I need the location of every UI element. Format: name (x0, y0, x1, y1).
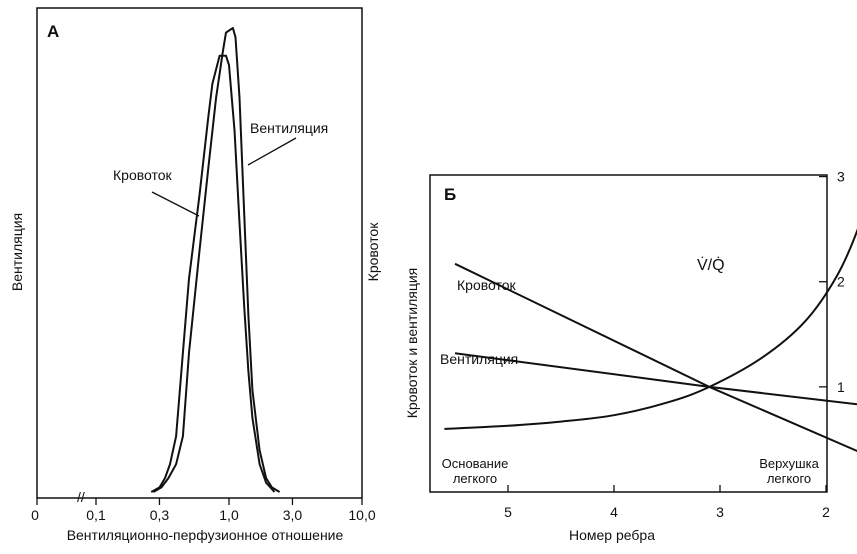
panel-a-letter: A (47, 22, 59, 41)
panel-a-zero-label: 0 (31, 507, 39, 523)
panel-a-ylabel-right: Кровоток (365, 222, 381, 282)
panel-a: A 0,1 0,3 1,0 3,0 10,0 0 // Вентиляционно-пе… (9, 7, 381, 543)
b-tick-label-4: 4 (610, 504, 618, 520)
axis-break-mark: // (77, 489, 85, 505)
tick-label-1-0: 1,0 (219, 507, 239, 523)
label-ventilation-a: Вентиляция (250, 120, 328, 136)
b-right-tick-label-1: 1 (837, 379, 845, 395)
b-right-tick-label-3: 3 (837, 169, 845, 185)
panel-b-x-ticks: 5 4 3 2 (504, 485, 830, 520)
bloodflow-leader-line (151, 191, 200, 217)
base-label-line1: Основание (442, 456, 509, 471)
panel-a-x-ticks: 0,1 0,3 1,0 3,0 10,0 (36, 498, 376, 523)
curve-кровоток (150, 54, 276, 493)
b-curve-v-q (444, 228, 857, 430)
panel-b-right-ticks: 1 2 3 (819, 169, 845, 395)
panel-b-xlabel: Номер ребра (569, 527, 655, 543)
label-bloodflow-a: Кровоток (113, 167, 173, 183)
panel-a-ylabel-left: Вентиляция (9, 213, 25, 291)
tick-label-0-3: 0,3 (150, 507, 170, 523)
panel-b-letter: Б (444, 185, 456, 204)
b-right-tick-label-2: 2 (837, 274, 845, 290)
ventilation-leader-line (247, 137, 297, 166)
panel-b: Б 5 4 3 2 1 2 3 Номер ребра Кровоток и вентил… (404, 169, 857, 543)
apex-label-line1: Верхушка (759, 456, 819, 471)
panel-a-frame (36, 7, 363, 499)
b-tick-label-2: 2 (822, 504, 830, 520)
panel-b-frame (429, 174, 828, 493)
panel-a-series (150, 27, 281, 493)
label-ventilation-b: Вентиляция (440, 351, 518, 367)
tick-label-10-0: 10,0 (348, 507, 375, 523)
tick-label-3-0: 3,0 (283, 507, 303, 523)
b-tick-label-5: 5 (504, 504, 512, 520)
panel-b-series (444, 228, 857, 453)
tick-label-0-1: 0,1 (86, 507, 106, 523)
curve-вентиляция (152, 27, 281, 493)
label-vq: V̇/Q̇ (697, 256, 725, 274)
label-bloodflow-b: Кровоток (457, 277, 517, 293)
b-tick-label-3: 3 (716, 504, 724, 520)
base-label-line2: легкого (453, 471, 497, 486)
apex-label-line2: легкого (767, 471, 811, 486)
panel-a-xlabel: Вентиляционно-перфузионное отношение (67, 527, 344, 543)
panel-b-ylabel-left: Кровоток и вентиляция (404, 268, 420, 418)
